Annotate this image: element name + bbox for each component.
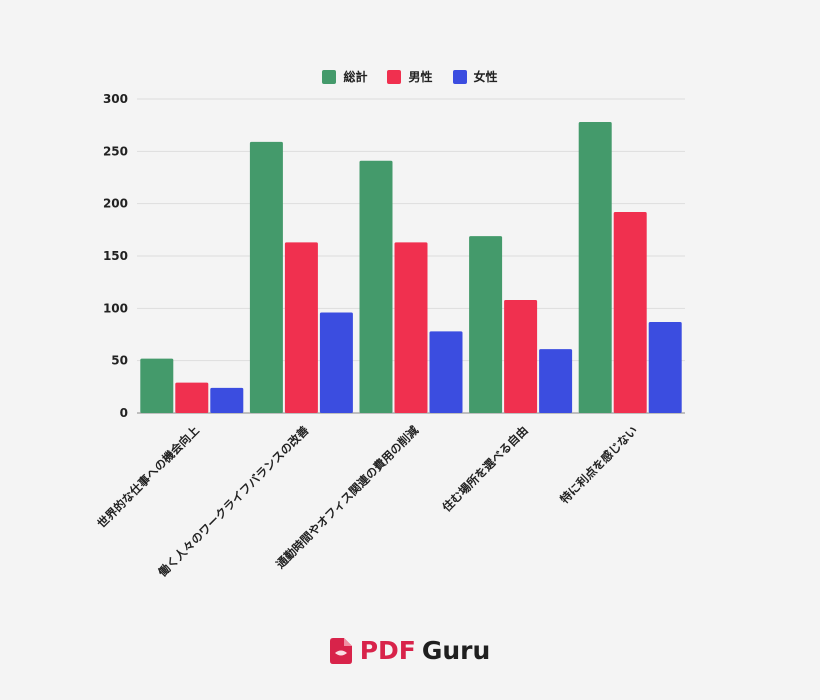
bar xyxy=(284,242,318,413)
y-tick-label: 150 xyxy=(103,249,128,263)
bar xyxy=(504,299,538,413)
legend-swatch-female xyxy=(452,69,467,84)
legend-item-male: 男性 xyxy=(387,68,433,85)
bar xyxy=(359,160,393,413)
brand-logo: PDF Guru xyxy=(0,636,820,665)
x-tick-label: 特に利点を感じない xyxy=(557,423,640,506)
bar xyxy=(394,242,428,413)
bar xyxy=(539,349,573,413)
bar xyxy=(319,312,353,413)
y-tick-label: 0 xyxy=(120,406,128,420)
brand-guru-text: Guru xyxy=(421,636,491,665)
y-tick-label: 100 xyxy=(103,301,128,315)
bar xyxy=(648,321,682,413)
bar xyxy=(140,358,174,413)
pdf-file-icon xyxy=(329,637,352,664)
legend-label-total: 総計 xyxy=(343,70,368,84)
bar xyxy=(429,331,463,413)
y-tick-label: 200 xyxy=(103,197,128,211)
bar xyxy=(249,141,283,413)
bar xyxy=(469,236,503,413)
x-tick-label: 住む場所を選べる自由 xyxy=(440,423,531,514)
legend-label-female: 女性 xyxy=(473,70,498,84)
y-tick-label: 250 xyxy=(103,144,128,158)
bar xyxy=(613,212,647,413)
bar xyxy=(578,122,612,413)
legend-swatch-total xyxy=(322,69,337,84)
legend-item-female: 女性 xyxy=(452,68,498,85)
legend-item-total: 総計 xyxy=(322,68,367,85)
legend-swatch-male xyxy=(387,69,402,84)
brand-pdf-text: PDF xyxy=(359,636,416,665)
bar xyxy=(175,382,209,413)
legend-label-male: 男性 xyxy=(408,70,433,84)
y-tick-label: 300 xyxy=(103,92,128,106)
chart-legend: 総計 男性 女性 xyxy=(0,68,820,85)
x-tick-label: 世界的な仕事への機会向上 xyxy=(94,423,202,531)
y-tick-label: 50 xyxy=(111,354,128,368)
bar xyxy=(210,387,244,413)
